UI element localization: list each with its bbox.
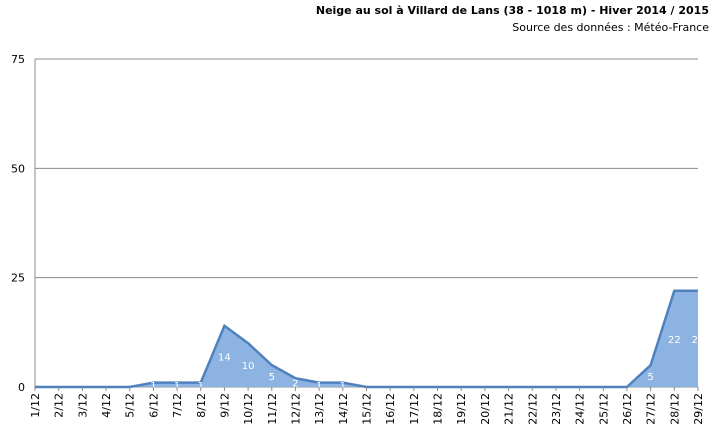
x-tick-label: 13/12 (313, 393, 326, 425)
data-labels: 1 1 1 14 10 5 2 1 1 5 22 22 (150, 335, 705, 392)
data-label: 14 (218, 352, 231, 363)
x-tick-label: 5/12 (124, 393, 137, 418)
x-tick-label: 7/12 (171, 393, 184, 418)
x-tick-label: 23/12 (550, 393, 563, 425)
x-tick-label: 16/12 (384, 393, 397, 425)
x-tick-label: 6/12 (147, 393, 160, 418)
x-tick-label: 12/12 (289, 393, 302, 425)
data-label: 2 (292, 379, 298, 390)
x-tick-label: 27/12 (645, 393, 658, 425)
chart-subtitle: Source des données : Météo-France (512, 21, 709, 34)
data-label: 5 (647, 372, 653, 383)
x-tick-label: 25/12 (597, 393, 610, 425)
x-tick-label: 1/12 (29, 393, 42, 418)
x-tick-label: 26/12 (621, 393, 634, 425)
x-tick-label: 24/12 (574, 393, 587, 425)
x-tick-label: 2/12 (53, 393, 66, 418)
data-label: 22 (692, 335, 705, 346)
x-tick-label: 8/12 (195, 393, 208, 418)
area-line (35, 289, 698, 389)
x-tick-label: 21/12 (503, 393, 516, 425)
y-tick-label: 25 (11, 272, 25, 285)
x-tick-label: 11/12 (266, 393, 279, 425)
data-label: 1 (198, 381, 204, 392)
x-tick-label: 10/12 (242, 393, 255, 425)
y-tick-label: 0 (18, 381, 25, 394)
data-label: 22 (668, 335, 681, 346)
area-fill (35, 290, 698, 387)
x-tick-label: 19/12 (455, 393, 468, 425)
x-tick-label: 17/12 (408, 393, 421, 425)
x-tick-label: 4/12 (100, 393, 113, 418)
chart-title: Neige au sol à Villard de Lans (38 - 101… (316, 4, 709, 17)
data-label: 1 (174, 381, 180, 392)
x-tick-label: 20/12 (479, 393, 492, 425)
x-tick-label: 9/12 (218, 393, 231, 418)
x-tick-label: 28/12 (668, 393, 681, 425)
x-tick-label: 29/12 (692, 393, 705, 425)
data-label: 1 (316, 381, 322, 392)
x-tick-label: 14/12 (337, 393, 350, 425)
x-tick-label: 3/12 (76, 393, 89, 418)
data-label: 1 (340, 381, 346, 392)
x-tick-label: 15/12 (361, 393, 374, 425)
y-tick-label: 75 (11, 53, 25, 66)
x-tick-label: 18/12 (432, 393, 445, 425)
data-label: 1 (150, 381, 156, 392)
data-label: 5 (269, 372, 275, 383)
y-tick-label: 50 (11, 162, 25, 175)
x-tick-label: 22/12 (526, 393, 539, 425)
data-label: 10 (242, 361, 255, 372)
